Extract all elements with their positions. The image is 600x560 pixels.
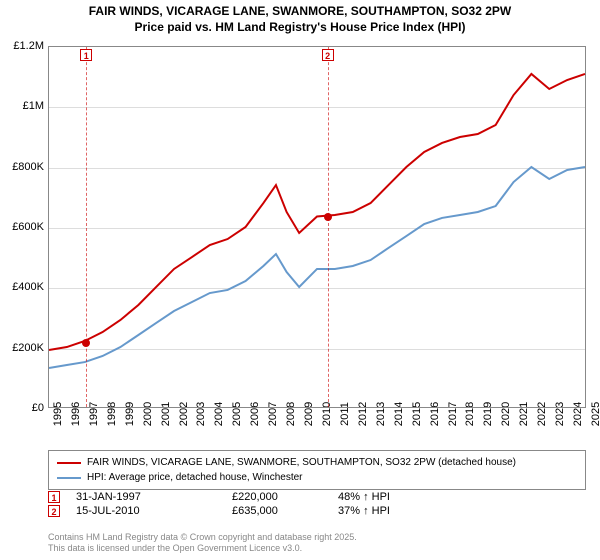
chart-lines [49, 47, 585, 407]
marker-flag: 2 [322, 49, 334, 61]
marker-vline [328, 47, 329, 407]
legend-box: FAIR WINDS, VICARAGE LANE, SWANMORE, SOU… [48, 450, 586, 490]
footer-line-1: Contains HM Land Registry data © Crown c… [48, 532, 357, 543]
y-tick-label: £600K [6, 221, 44, 233]
marker-row: 1 31-JAN-1997 £220,000 48% ↑ HPI [48, 490, 586, 504]
marker-row-flag: 1 [48, 491, 60, 503]
series-hpi [49, 167, 585, 368]
y-tick-label: £1M [6, 100, 44, 112]
marker-row-date: 31-JAN-1997 [76, 491, 216, 503]
marker-row-date: 15-JUL-2010 [76, 505, 216, 517]
y-tick-label: £0 [6, 402, 44, 414]
title-line-1: FAIR WINDS, VICARAGE LANE, SWANMORE, SOU… [0, 4, 600, 20]
marker-table: 1 31-JAN-1997 £220,000 48% ↑ HPI 2 15-JUL-201… [48, 490, 586, 518]
marker-row-price: £635,000 [232, 505, 322, 517]
marker-row-price: £220,000 [232, 491, 322, 503]
marker-row-pct: 48% ↑ HPI [338, 491, 458, 503]
marker-dot [324, 213, 332, 221]
legend-row: HPI: Average price, detached house, Winc… [57, 470, 577, 485]
legend-row: FAIR WINDS, VICARAGE LANE, SWANMORE, SOU… [57, 455, 577, 470]
y-tick-label: £200K [6, 342, 44, 354]
title-line-2: Price paid vs. HM Land Registry's House … [0, 20, 600, 36]
footer-line-2: This data is licensed under the Open Gov… [48, 543, 357, 554]
series-price_paid [49, 74, 585, 350]
plot-area: 12 [48, 46, 586, 408]
marker-vline [86, 47, 87, 407]
y-tick-label: £800K [6, 161, 44, 173]
marker-dot [82, 339, 90, 347]
legend-label: FAIR WINDS, VICARAGE LANE, SWANMORE, SOU… [87, 455, 516, 470]
legend-swatch [57, 477, 81, 479]
chart-container: FAIR WINDS, VICARAGE LANE, SWANMORE, SOU… [0, 0, 600, 560]
marker-row-flag: 2 [48, 505, 60, 517]
marker-row-pct: 37% ↑ HPI [338, 505, 458, 517]
footer-attribution: Contains HM Land Registry data © Crown c… [48, 532, 357, 554]
marker-row: 2 15-JUL-2010 £635,000 37% ↑ HPI [48, 504, 586, 518]
y-tick-label: £1.2M [6, 40, 44, 52]
marker-flag: 1 [80, 49, 92, 61]
legend-label: HPI: Average price, detached house, Winc… [87, 470, 303, 485]
y-tick-label: £400K [6, 281, 44, 293]
legend-swatch [57, 462, 81, 464]
x-tick-label: 2025 [590, 402, 600, 426]
title-block: FAIR WINDS, VICARAGE LANE, SWANMORE, SOU… [0, 0, 600, 37]
